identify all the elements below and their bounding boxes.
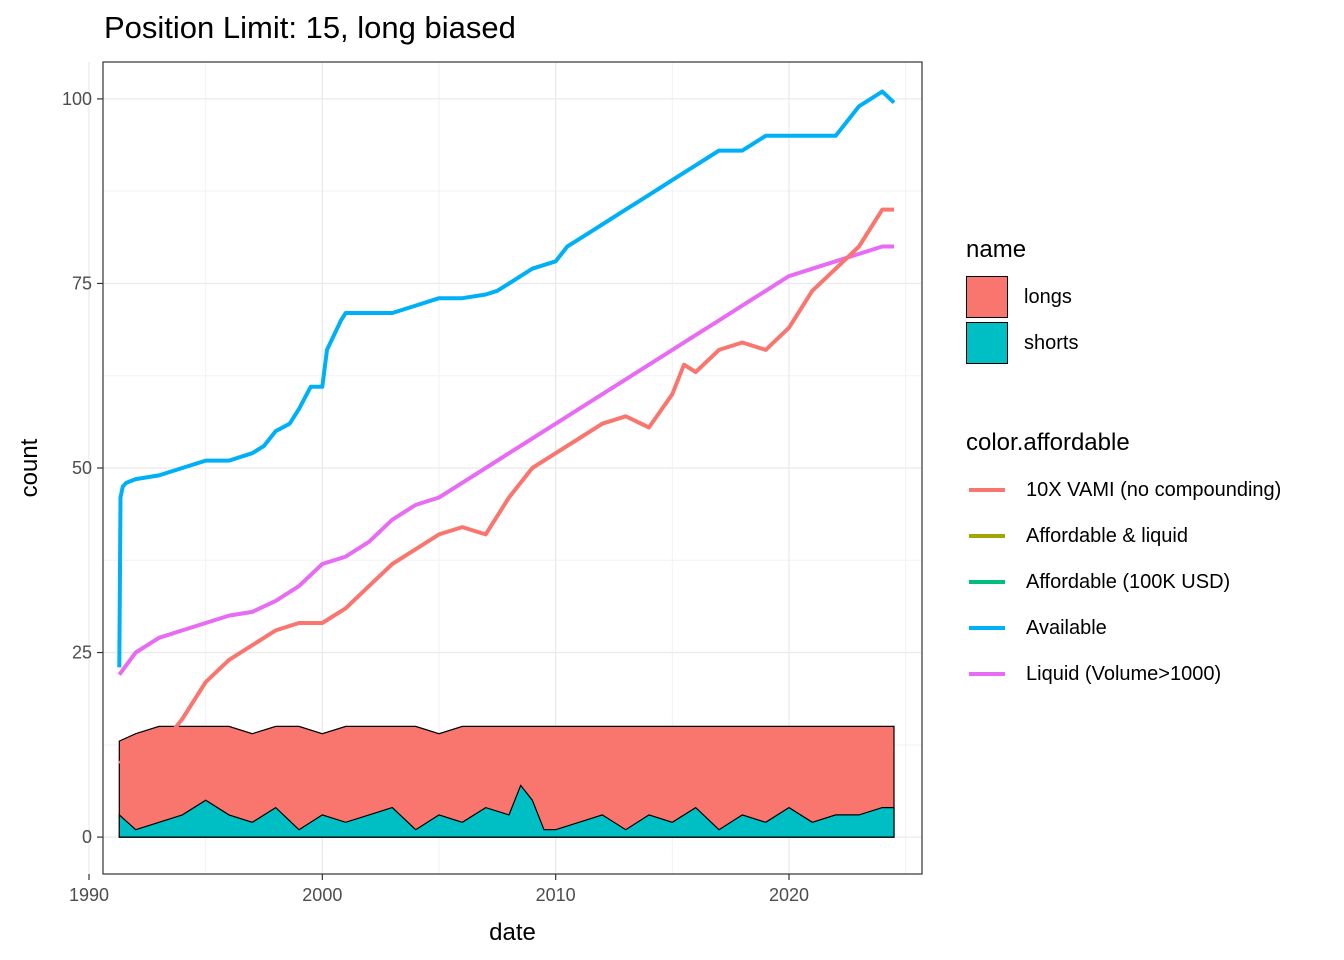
line-10x-vami-no-compounding [118, 207, 894, 765]
legend-item-available: Available [966, 605, 1281, 651]
fill-legend-title: name [966, 236, 1027, 263]
legend-label-liquid: Liquid (Volume>1000) [1026, 662, 1222, 685]
x-tick-label: 2020 [769, 885, 809, 905]
x-axis-title: date [489, 919, 536, 946]
legend-label-affordable: Affordable (100K USD) [1026, 570, 1231, 593]
legend-label-longs: longs [1024, 285, 1072, 308]
area-shorts [118, 784, 895, 838]
legend-label-available: Available [1026, 616, 1107, 639]
legend-label-vami: 10X VAMI (no compounding) [1026, 478, 1282, 501]
line-liquid-volume-1000 [117, 244, 894, 676]
legend-item-vami: 10X VAMI (no compounding) [966, 467, 1281, 513]
color-legend: color.affordable 10X VAMI (no compoundin… [966, 429, 1281, 697]
y-tick-label: 25 [72, 643, 92, 663]
line-layer [117, 89, 896, 765]
axis-layer: 0 25 50 75 100 1990 2000 2010 2020 [62, 89, 809, 905]
available-key [966, 607, 1008, 649]
area-longs [118, 725, 895, 838]
legend-item-shorts: shorts [966, 320, 1078, 366]
legend-label-shorts: shorts [1024, 331, 1079, 354]
legend-label-affordable-liquid: Affordable & liquid [1026, 524, 1188, 547]
affordable-key [966, 561, 1008, 603]
y-axis-title: count [16, 438, 43, 497]
longs-swatch [966, 276, 1008, 318]
fill-legend: name longs shorts [966, 236, 1078, 366]
shorts-swatch [966, 322, 1008, 364]
x-tick-label: 2010 [536, 885, 576, 905]
x-tick-label: 1990 [69, 885, 109, 905]
liquid-key [966, 653, 1008, 695]
color-legend-title: color.affordable [966, 429, 1130, 456]
area-layer [118, 725, 895, 838]
y-tick-label: 0 [82, 827, 92, 847]
line-available [117, 89, 896, 668]
x-tick-label: 2000 [302, 885, 342, 905]
legend-item-liquid: Liquid (Volume>1000) [966, 651, 1281, 697]
vami-key [966, 469, 1008, 511]
legend-item-affordable: Affordable (100K USD) [966, 559, 1281, 605]
y-tick-label: 75 [72, 273, 92, 293]
y-tick-label: 100 [62, 89, 92, 109]
legend-item-longs: longs [966, 274, 1078, 320]
y-tick-label: 50 [72, 458, 92, 478]
chart-title: Position Limit: 15, long biased [104, 10, 516, 45]
legend-item-affordable-liquid: Affordable & liquid [966, 513, 1281, 559]
affordable-liquid-key [966, 515, 1008, 557]
